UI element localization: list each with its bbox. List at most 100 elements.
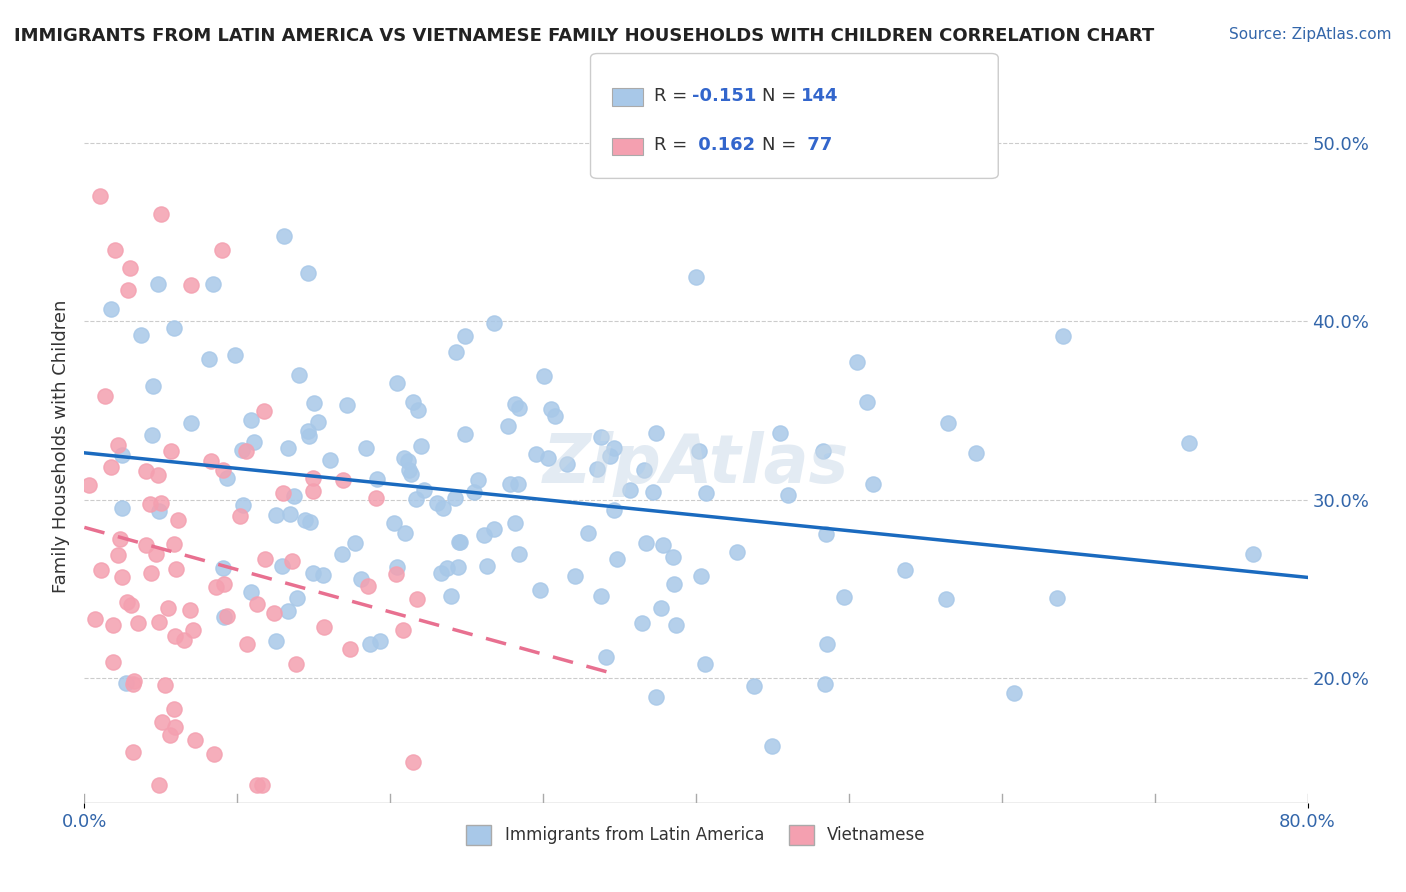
Point	[202, 747, 225, 761]
Point	[165, 561, 187, 575]
Point	[645, 425, 668, 440]
Point	[217, 609, 239, 624]
Point	[115, 676, 138, 690]
Point	[120, 598, 142, 612]
Text: IMMIGRANTS FROM LATIN AMERICA VS VIETNAMESE FAMILY HOUSEHOLDS WITH CHILDREN CORR: IMMIGRANTS FROM LATIN AMERICA VS VIETNAM…	[14, 27, 1154, 45]
Point	[364, 491, 387, 505]
Point	[586, 462, 609, 476]
Point	[606, 552, 628, 566]
Point	[366, 472, 388, 486]
Point	[394, 451, 416, 466]
Point	[302, 396, 325, 410]
Point	[162, 320, 184, 334]
Point	[463, 484, 485, 499]
Point	[246, 778, 269, 792]
Point	[413, 483, 436, 497]
Point	[117, 595, 139, 609]
Point	[411, 440, 433, 454]
Point	[122, 677, 145, 691]
Point	[312, 619, 335, 633]
Point	[591, 430, 613, 444]
Point	[146, 277, 169, 291]
Point	[278, 507, 301, 521]
Text: -0.151: -0.151	[692, 87, 756, 105]
Point	[894, 563, 917, 577]
Point	[122, 745, 145, 759]
Point	[382, 516, 405, 530]
Point	[595, 649, 617, 664]
Point	[965, 446, 987, 460]
Point	[302, 566, 325, 580]
Point	[936, 417, 959, 431]
Point	[173, 632, 195, 647]
Point	[163, 537, 186, 551]
Point	[354, 441, 377, 455]
Y-axis label: Family Households with Children: Family Households with Children	[52, 300, 70, 592]
Point	[599, 449, 621, 463]
Point	[240, 413, 263, 427]
Point	[846, 355, 869, 369]
Point	[211, 243, 233, 257]
Point	[742, 680, 765, 694]
Point	[120, 260, 142, 275]
Point	[693, 657, 716, 671]
Point	[482, 316, 505, 330]
Point	[285, 591, 308, 606]
Point	[148, 615, 170, 630]
Text: N =: N =	[762, 87, 801, 105]
Point	[263, 606, 285, 620]
Point	[180, 278, 202, 293]
Point	[385, 559, 408, 574]
Point	[815, 637, 838, 651]
Point	[298, 429, 321, 443]
Point	[832, 591, 855, 605]
Point	[406, 592, 429, 607]
Point	[224, 348, 246, 362]
Point	[246, 597, 269, 611]
Point	[695, 486, 717, 500]
Point	[111, 448, 134, 462]
Point	[499, 477, 522, 491]
Point	[472, 528, 495, 542]
Point	[159, 444, 181, 458]
Point	[439, 589, 461, 603]
Point	[277, 442, 299, 456]
Point	[665, 618, 688, 632]
Point	[814, 677, 837, 691]
Point	[104, 243, 127, 257]
Point	[89, 189, 111, 203]
Point	[769, 426, 792, 441]
Point	[90, 563, 112, 577]
Point	[243, 434, 266, 449]
Point	[436, 561, 458, 575]
Point	[141, 427, 163, 442]
Point	[394, 525, 416, 540]
Point	[135, 538, 157, 552]
Point	[212, 463, 235, 477]
Point	[446, 560, 468, 574]
Point	[184, 733, 207, 747]
Point	[122, 674, 145, 689]
Point	[252, 778, 274, 792]
Point	[498, 419, 520, 434]
Point	[589, 589, 612, 603]
Point	[401, 467, 423, 482]
Point	[405, 491, 427, 506]
Point	[447, 535, 470, 549]
Legend: Immigrants from Latin America, Vietnamese: Immigrants from Latin America, Vietnames…	[460, 818, 932, 852]
Point	[277, 604, 299, 618]
Point	[135, 464, 157, 478]
Point	[155, 678, 177, 692]
Point	[484, 522, 506, 536]
Point	[139, 497, 162, 511]
Point	[685, 269, 707, 284]
Point	[150, 496, 173, 510]
Point	[564, 569, 586, 583]
Point	[392, 623, 415, 637]
Point	[271, 485, 294, 500]
Text: Source: ZipAtlas.com: Source: ZipAtlas.com	[1229, 27, 1392, 42]
Point	[426, 496, 449, 510]
Point	[540, 402, 562, 417]
Point	[935, 591, 957, 606]
Point	[508, 401, 530, 416]
